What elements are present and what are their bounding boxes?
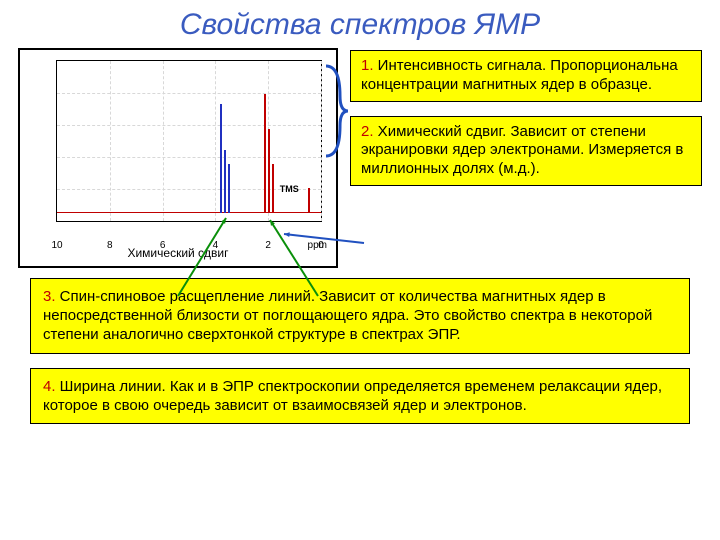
note-4: 4. Ширина линии. Как и в ЭПР спектроскоп…: [30, 368, 690, 424]
note-1-number: 1.: [361, 57, 374, 74]
wide-notes: 3. Спин-спиновое расщепление линий. Зави…: [0, 268, 720, 424]
note-4-number: 4.: [43, 378, 56, 395]
note-2-text: Химический сдвиг. Зависит от степени экр…: [361, 123, 683, 178]
note-1-text: Интенсивность сигнала. Пропорциональна к…: [361, 57, 678, 93]
chart-plot-area: 1086420ppmTMS: [56, 60, 322, 222]
page-title: Свойства спектров ЯМР: [0, 0, 720, 48]
top-row: Интенсивность Химический сдвиг CH3CH2Cl …: [0, 48, 720, 268]
note-3: 3. Спин-спиновое расщепление линий. Зави…: [30, 278, 690, 354]
note-2: 2. Химический сдвиг. Зависит от степени …: [350, 116, 702, 186]
right-notes-column: 1. Интенсивность сигнала. Пропорциональн…: [350, 48, 702, 268]
bracket-icon: [326, 56, 356, 176]
nmr-chart: Интенсивность Химический сдвиг CH3CH2Cl …: [18, 48, 338, 268]
note-3-number: 3.: [43, 288, 56, 305]
note-1: 1. Интенсивность сигнала. Пропорциональн…: [350, 50, 702, 102]
note-2-number: 2.: [361, 123, 374, 140]
note-4-text: Ширина линии. Как и в ЭПР спектроскопии …: [43, 378, 662, 414]
note-3-text: Спин-спиновое расщепление линий. Зависит…: [43, 288, 652, 343]
